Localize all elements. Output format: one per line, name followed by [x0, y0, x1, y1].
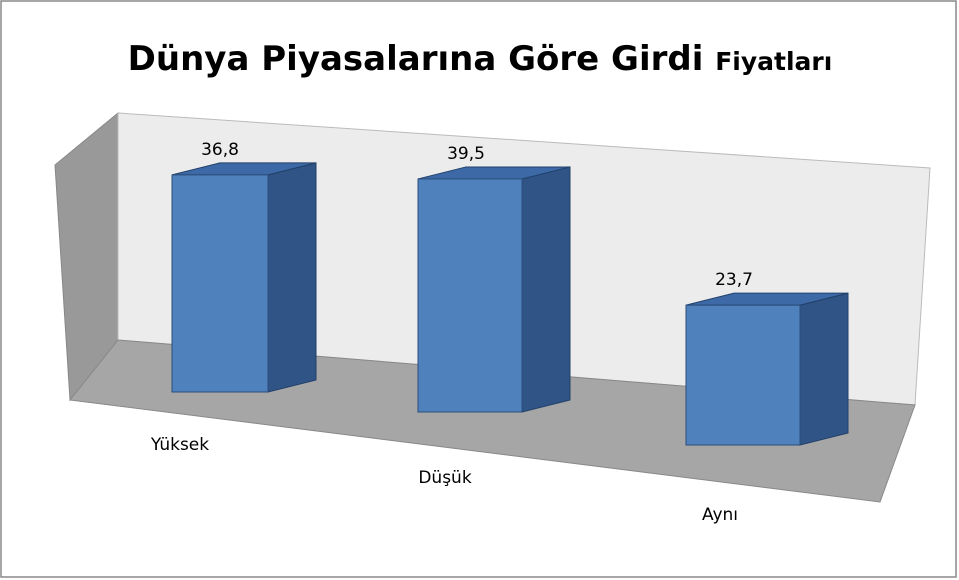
data-label: 23,7 — [715, 270, 753, 290]
bar-side — [799, 292, 849, 446]
data-label: 39,5 — [447, 144, 485, 164]
bar — [417, 178, 523, 413]
x-tick-label: Düşük — [418, 468, 471, 488]
x-tick-label: Aynı — [702, 505, 738, 525]
x-tick-label: Yüksek — [150, 435, 209, 455]
bar — [685, 304, 801, 446]
chart-title-main: Dünya Piyasalarına Göre Girdi — [128, 39, 704, 79]
bar-side — [267, 162, 317, 393]
bar-side — [521, 166, 571, 413]
data-label: 36,8 — [201, 140, 239, 160]
chart-title: Dünya Piyasalarına Göre Girdi Fiyatları — [128, 39, 833, 79]
chart-title-suffix: Fiyatları — [715, 47, 832, 76]
bar — [171, 174, 269, 393]
